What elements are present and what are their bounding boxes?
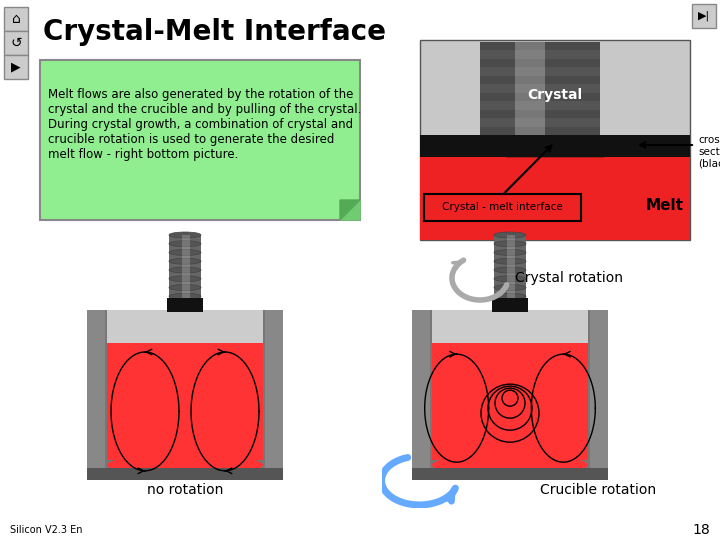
Bar xyxy=(167,298,203,312)
Ellipse shape xyxy=(169,293,201,299)
Ellipse shape xyxy=(169,232,201,238)
Polygon shape xyxy=(340,200,360,220)
Ellipse shape xyxy=(494,241,526,247)
Ellipse shape xyxy=(494,267,526,273)
Text: Crystal: Crystal xyxy=(528,88,582,102)
Bar xyxy=(480,42,600,50)
Text: Crucible rotation: Crucible rotation xyxy=(540,483,656,497)
Text: Melt: Melt xyxy=(646,198,684,213)
Text: ▶: ▶ xyxy=(12,60,21,73)
Ellipse shape xyxy=(494,232,526,238)
Ellipse shape xyxy=(494,258,526,264)
Ellipse shape xyxy=(169,267,201,273)
Bar xyxy=(420,135,690,160)
Bar xyxy=(480,93,600,101)
Bar xyxy=(515,42,545,145)
Text: 18: 18 xyxy=(692,523,710,537)
Bar xyxy=(432,343,588,460)
Bar xyxy=(420,135,690,150)
Ellipse shape xyxy=(494,276,526,282)
Ellipse shape xyxy=(169,276,201,282)
Bar xyxy=(87,468,283,480)
Bar xyxy=(590,310,608,475)
Text: Melt flows are also generated by the rotation of the
crystal and the crucible an: Melt flows are also generated by the rot… xyxy=(48,88,361,161)
Bar xyxy=(182,235,190,305)
Text: ▶|: ▶| xyxy=(698,11,710,21)
Ellipse shape xyxy=(494,285,526,291)
Text: no rotation: no rotation xyxy=(147,483,223,497)
Ellipse shape xyxy=(169,285,201,291)
Bar xyxy=(480,76,600,84)
FancyBboxPatch shape xyxy=(4,7,28,31)
Ellipse shape xyxy=(494,293,526,299)
FancyBboxPatch shape xyxy=(4,31,28,55)
Ellipse shape xyxy=(494,249,526,255)
FancyBboxPatch shape xyxy=(424,194,581,221)
Ellipse shape xyxy=(169,241,201,247)
Bar xyxy=(492,298,528,312)
Polygon shape xyxy=(420,158,690,176)
FancyBboxPatch shape xyxy=(692,4,716,28)
Bar xyxy=(87,310,105,475)
Bar xyxy=(420,40,690,240)
FancyBboxPatch shape xyxy=(4,55,28,79)
FancyBboxPatch shape xyxy=(40,60,360,220)
Bar xyxy=(507,235,515,305)
Ellipse shape xyxy=(169,258,201,264)
FancyBboxPatch shape xyxy=(412,310,608,475)
Polygon shape xyxy=(340,200,360,220)
Bar xyxy=(265,310,283,475)
Bar xyxy=(412,468,608,480)
Text: Crystal-Melt Interface: Crystal-Melt Interface xyxy=(43,18,386,46)
Text: cross
section
(black): cross section (black) xyxy=(698,135,720,168)
Text: Crystal rotation: Crystal rotation xyxy=(515,271,623,285)
Bar xyxy=(432,310,588,343)
Bar xyxy=(420,158,690,240)
Bar xyxy=(480,127,600,135)
Bar xyxy=(107,343,263,460)
Ellipse shape xyxy=(432,454,588,476)
Ellipse shape xyxy=(169,249,201,255)
Bar xyxy=(480,59,600,67)
Text: Silicon V2.3 En: Silicon V2.3 En xyxy=(10,525,83,535)
Bar xyxy=(107,310,263,343)
Text: ↺: ↺ xyxy=(10,36,22,50)
Bar xyxy=(480,110,600,118)
Text: Crystal - melt interface: Crystal - melt interface xyxy=(442,202,563,213)
Bar xyxy=(480,42,600,145)
Bar xyxy=(169,235,201,305)
Bar xyxy=(412,310,430,475)
Ellipse shape xyxy=(107,454,263,476)
FancyBboxPatch shape xyxy=(87,310,283,475)
Text: ⌂: ⌂ xyxy=(12,12,20,26)
Bar xyxy=(494,235,526,305)
